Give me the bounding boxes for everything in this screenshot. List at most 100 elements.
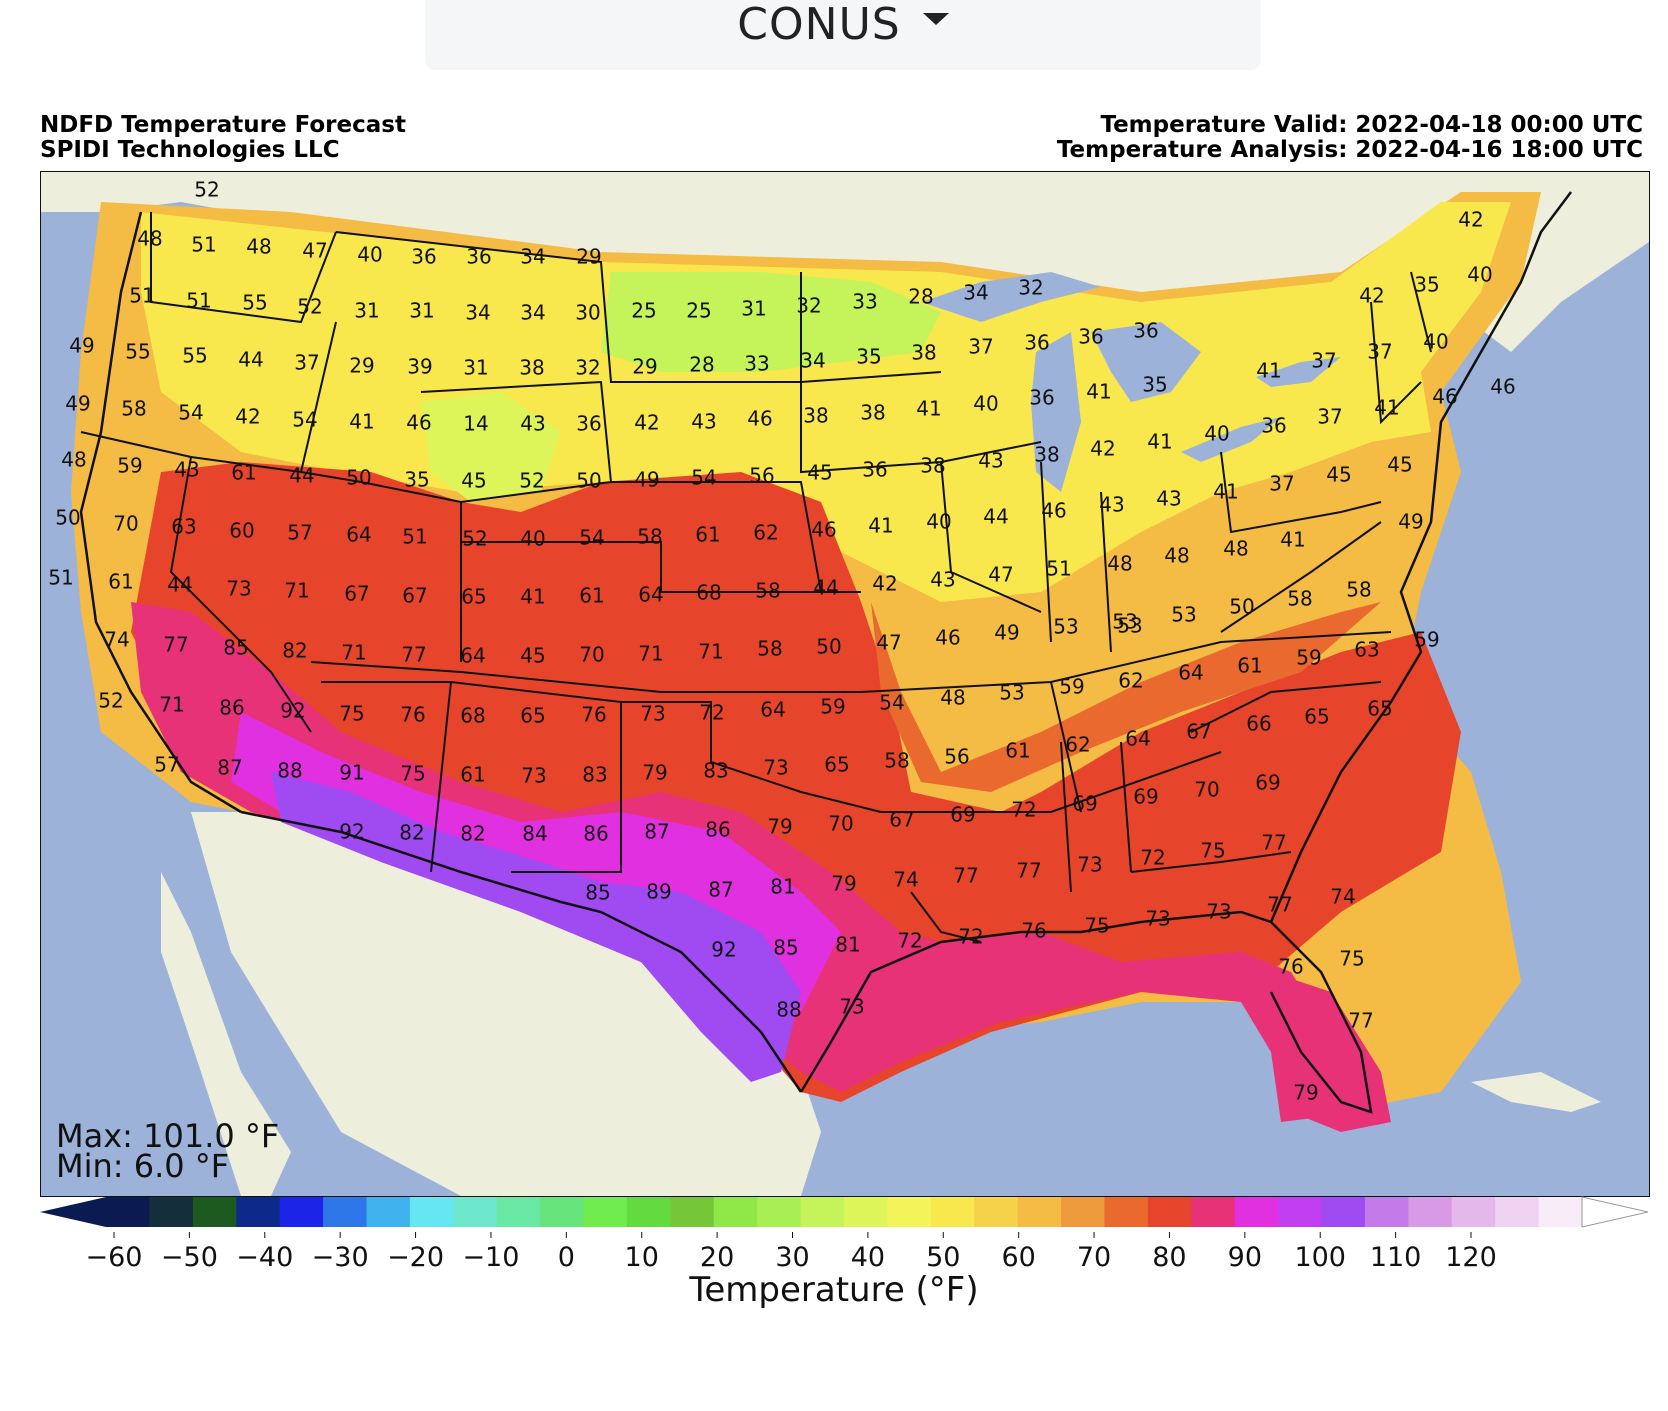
station-value: 73	[1145, 907, 1170, 931]
station-value: 70	[1194, 778, 1219, 802]
colorbar-tick-label: 40	[851, 1242, 885, 1272]
colorbar-tick-label: −50	[161, 1242, 218, 1272]
colorbar-cell	[1147, 1197, 1192, 1227]
station-value: 79	[1293, 1081, 1318, 1105]
station-value: 45	[461, 469, 486, 493]
station-value: 50	[816, 635, 841, 659]
station-value: 32	[796, 294, 821, 318]
station-value: 48	[1107, 552, 1132, 576]
station-value: 44	[983, 505, 1008, 529]
station-value: 43	[691, 410, 716, 434]
station-value: 76	[400, 703, 425, 727]
station-value: 73	[839, 995, 864, 1019]
station-value: 86	[219, 696, 244, 720]
station-value: 61	[460, 763, 485, 787]
colorbar-cell	[149, 1197, 194, 1227]
station-value: 40	[520, 527, 545, 551]
station-value: 47	[302, 239, 327, 263]
temperature-field	[71, 192, 1541, 1132]
colorbar-tick-label: 10	[625, 1242, 659, 1272]
station-value: 46	[1490, 375, 1515, 399]
region-dropdown[interactable]: CONUS	[425, 0, 1261, 70]
colorbar-cell	[1364, 1197, 1409, 1227]
station-value: 83	[703, 759, 728, 783]
station-value: 53	[1112, 610, 1137, 634]
colorbar-cell	[670, 1197, 715, 1227]
station-value: 28	[689, 353, 714, 377]
station-value: 69	[950, 803, 975, 827]
station-value: 46	[1041, 499, 1066, 523]
station-value: 31	[409, 299, 434, 323]
coastlines	[79, 191, 1572, 1114]
caret-down-icon	[922, 13, 949, 25]
max-value: Max: 101.0 °F	[56, 1117, 280, 1155]
station-value: 76	[1278, 955, 1303, 979]
station-value: 75	[339, 702, 364, 726]
colorbar-tick-label: −40	[236, 1242, 293, 1272]
colorbar-tick-label: 90	[1228, 1242, 1262, 1272]
station-value: 85	[585, 881, 610, 905]
station-value: 37	[1317, 405, 1342, 429]
station-value: 73	[640, 702, 665, 726]
colorbar-cell	[1017, 1197, 1062, 1227]
band-90s	[271, 772, 801, 1082]
station-value: 72	[1140, 846, 1165, 870]
station-value: 36	[1029, 386, 1054, 410]
colorbar-low-arrow	[40, 1197, 106, 1227]
station-value: 61	[108, 570, 133, 594]
station-value: 65	[1304, 705, 1329, 729]
colorbar-high-arrow	[1581, 1196, 1648, 1228]
station-value: 41	[1280, 528, 1305, 552]
station-value: 51	[1046, 557, 1071, 581]
station-value: 68	[696, 581, 721, 605]
station-value: 37	[294, 351, 319, 375]
station-value: 37	[1311, 349, 1336, 373]
colorbar-tick-label: 100	[1294, 1242, 1346, 1272]
station-value: 46	[811, 518, 836, 542]
station-value: 86	[583, 822, 608, 846]
map-title-line2: SPIDI Technologies LLC	[40, 137, 340, 163]
colorbar-cell	[713, 1197, 758, 1227]
station-value: 61	[1237, 654, 1262, 678]
station-value: 50	[346, 466, 371, 490]
station-value: 77	[953, 864, 978, 888]
station-value: 64	[346, 523, 371, 547]
station-value: 71	[638, 642, 663, 666]
colorbar-tick-label: 50	[926, 1242, 960, 1272]
station-value: 71	[698, 640, 723, 664]
station-value: 92	[711, 938, 736, 962]
mexico-land	[191, 812, 821, 1196]
station-value: 31	[463, 356, 488, 380]
station-value: 46	[406, 411, 431, 435]
station-value: 63	[171, 515, 196, 539]
colorbar-cell	[930, 1197, 975, 1227]
station-value: 62	[1065, 733, 1090, 757]
station-value: 49	[1398, 510, 1423, 534]
station-value: 34	[465, 301, 490, 325]
station-value: 38	[911, 341, 936, 365]
station-value: 46	[935, 626, 960, 650]
station-value: 36	[1261, 414, 1286, 438]
station-value: 41	[916, 397, 941, 421]
station-value: 49	[634, 468, 659, 492]
station-value: 75	[400, 762, 425, 786]
station-value: 14	[463, 412, 488, 436]
station-value: 67	[889, 808, 914, 832]
station-value: 54	[178, 401, 203, 425]
station-value: 45	[807, 461, 832, 485]
station-value: 58	[1287, 587, 1312, 611]
colorbar-cell	[192, 1197, 237, 1227]
cuba-land	[1471, 1072, 1601, 1112]
station-value: 76	[1021, 919, 1046, 943]
station-value: 69	[1255, 771, 1280, 795]
colorbar-tick-label: 120	[1445, 1242, 1497, 1272]
great-lakes	[921, 272, 1341, 492]
colorbar-cell	[1451, 1197, 1496, 1227]
station-value: 69	[1072, 792, 1097, 816]
station-value: 34	[963, 281, 988, 305]
station-value: 32	[1018, 276, 1043, 300]
station-value: 71	[284, 579, 309, 603]
colorbar-cell	[844, 1197, 888, 1227]
station-value: 59	[1414, 628, 1439, 652]
station-value: 51	[402, 525, 427, 549]
